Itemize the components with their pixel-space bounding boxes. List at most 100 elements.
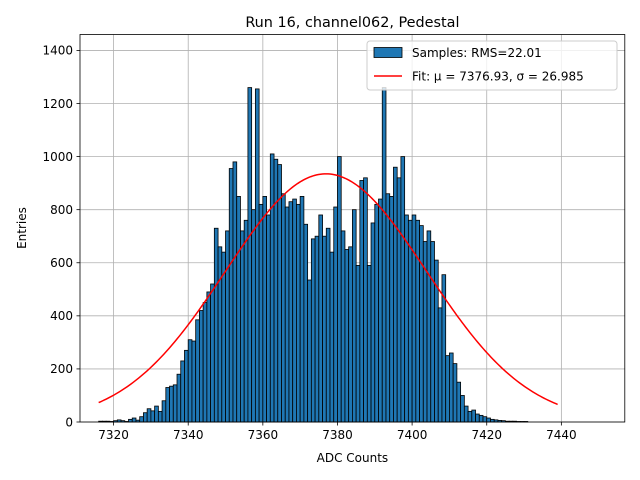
histogram-bar [322, 235, 327, 423]
histogram-bar [273, 158, 279, 423]
histogram-bar [411, 214, 417, 423]
histogram-bar [482, 416, 488, 423]
x-tick-label: 7380 [322, 428, 353, 442]
histogram-bar [232, 161, 238, 423]
histogram-bar [344, 249, 350, 423]
histogram-bar [337, 156, 342, 423]
histogram-bar [146, 408, 152, 423]
chart-title: Run 16, channel062, Pedestal [245, 15, 459, 31]
histogram-bar [131, 417, 137, 423]
histogram-bar [180, 360, 185, 423]
x-tick-label: 7340 [173, 428, 204, 442]
histogram-bar [355, 265, 361, 423]
y-tick-label: 600 [50, 256, 73, 270]
y-tick-label: 1200 [42, 97, 73, 111]
histogram-bar [150, 410, 156, 423]
histogram-bar [329, 251, 335, 423]
histogram-bar [288, 201, 294, 423]
histogram-bar [269, 153, 275, 423]
y-tick-label: 1400 [42, 44, 73, 58]
histogram-bar [172, 384, 178, 423]
histogram-bar [299, 196, 305, 423]
x-tick-label: 7320 [98, 428, 129, 442]
histogram-bar [217, 246, 223, 423]
legend-fit-label: Fit: μ = 7376.93, σ = 26.985 [412, 70, 584, 84]
histogram-bar [478, 414, 484, 423]
histogram-bar [419, 225, 424, 423]
histogram-bar [359, 180, 364, 423]
histogram-bar [277, 164, 282, 423]
histogram-bar [404, 214, 409, 423]
y-tick-label: 200 [50, 362, 73, 376]
histogram-bar [213, 227, 219, 423]
histogram-bar [333, 206, 338, 423]
histogram-bar [236, 196, 241, 423]
plot-frame [79, 34, 626, 423]
histogram-bar [262, 196, 267, 423]
histogram-bar [143, 412, 148, 423]
histogram-bar [437, 307, 443, 423]
histogram-bar [460, 395, 465, 423]
gaussian-fit-curve [98, 173, 558, 406]
histogram-bar [449, 352, 454, 423]
x-axis-label: ADC Counts [317, 451, 389, 465]
histogram-bar [415, 219, 420, 423]
histogram-bar [314, 235, 320, 423]
histogram-bar [389, 196, 394, 423]
histogram-bar [187, 339, 193, 423]
histogram-bar [199, 310, 204, 423]
histogram-bar [243, 219, 249, 423]
legend-samples-swatch [373, 47, 403, 58]
histogram-bar [385, 193, 391, 423]
histogram-bar [154, 405, 159, 423]
histogram-bar [258, 203, 264, 423]
histogram-bar [340, 230, 346, 423]
histogram-bar [254, 88, 260, 423]
histogram-bar [456, 381, 462, 423]
legend: Samples: RMS=22.01 Fit: μ = 7376.93, σ =… [366, 40, 618, 91]
histogram-bar [370, 222, 376, 423]
histogram-bar [176, 373, 182, 423]
histogram-bar [381, 87, 387, 423]
histogram-bar [184, 349, 189, 423]
histogram-bar [139, 416, 144, 423]
y-tick-label: 1000 [42, 150, 73, 164]
histogram-bar [467, 410, 473, 423]
histogram-bar [318, 214, 323, 423]
histogram-bar [348, 246, 353, 423]
histogram-bar [378, 198, 383, 423]
histogram-bar [366, 265, 372, 423]
histogram-bar [221, 251, 226, 423]
histogram-bar [396, 177, 402, 423]
histogram-bar [281, 193, 286, 423]
histogram-bar [296, 203, 301, 423]
histogram-bar [393, 166, 398, 423]
histogram-bar [351, 209, 357, 423]
histogram-bar [426, 230, 432, 423]
histogram-bar [400, 156, 406, 423]
x-tick-label: 7420 [471, 428, 502, 442]
histogram-bar [445, 355, 450, 423]
histogram-bar [169, 385, 174, 423]
x-tick-label: 7360 [248, 428, 279, 442]
histogram-bar [463, 405, 469, 423]
histogram-bar [165, 387, 170, 423]
histogram-bar [486, 417, 491, 423]
histogram-bar [310, 238, 316, 423]
y-axis-label: Entries [15, 207, 29, 249]
x-tick-label: 7440 [546, 428, 577, 442]
y-tick-label: 0 [65, 415, 73, 429]
axis-ticks: 7320 7340 7360 7380 7400 7420 7440 0 200 400 600 80… [42, 44, 576, 442]
histogram-bar [191, 340, 197, 423]
histogram-bar [206, 291, 212, 423]
histogram-bar [266, 214, 271, 423]
histogram-bar [407, 219, 413, 423]
legend-samples-label: Samples: RMS=22.01 [412, 46, 542, 60]
histogram-bar [363, 177, 368, 423]
histogram-bar [161, 400, 167, 423]
histogram-bar [292, 198, 297, 423]
histogram-bar [325, 227, 331, 423]
histogram-bar [475, 413, 480, 423]
histogram-bar [430, 241, 435, 423]
